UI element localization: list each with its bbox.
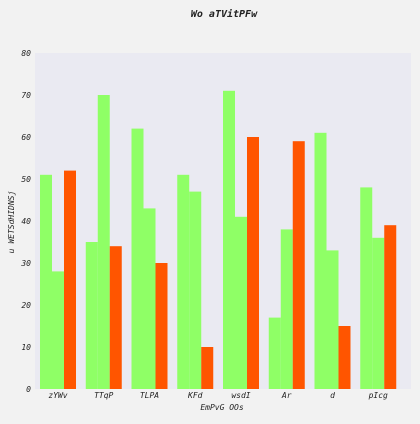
bar bbox=[131, 128, 144, 389]
x-tick-label: Ar bbox=[281, 391, 292, 400]
y-axis-ticks: 0 10 20 30 40 50 60 70 80 bbox=[20, 49, 31, 394]
x-axis-ticks: zYWv TTqP TLPA KFd wsdI Ar d pIcg bbox=[48, 391, 388, 400]
x-tick-label: KFd bbox=[187, 391, 203, 400]
y-tick-label: 10 bbox=[21, 343, 31, 352]
bar bbox=[384, 225, 397, 389]
y-tick-label: 20 bbox=[21, 301, 31, 310]
x-axis-label: EmPvG OOs bbox=[200, 403, 244, 412]
y-tick-label: 60 bbox=[21, 133, 31, 142]
y-tick-label: 0 bbox=[26, 385, 31, 394]
bar bbox=[280, 229, 293, 389]
x-tick-label: TLPA bbox=[140, 391, 159, 400]
bar bbox=[64, 170, 76, 389]
y-tick-label: 50 bbox=[21, 175, 31, 184]
y-tick-label: 40 bbox=[21, 217, 31, 226]
x-tick-label: wsdI bbox=[231, 391, 250, 400]
y-tick-label: 80 bbox=[21, 49, 31, 58]
bar bbox=[97, 95, 110, 389]
bar bbox=[155, 263, 168, 389]
bar bbox=[201, 347, 214, 389]
bar bbox=[247, 137, 259, 389]
bar bbox=[40, 174, 52, 389]
bar bbox=[109, 246, 122, 389]
bar bbox=[338, 326, 351, 389]
x-tick-label: TTqP bbox=[94, 391, 113, 400]
bar-groups bbox=[40, 90, 397, 390]
bar bbox=[326, 250, 339, 389]
bar bbox=[143, 208, 156, 389]
bar bbox=[177, 174, 190, 389]
x-tick-label: pIcg bbox=[368, 391, 388, 400]
bar bbox=[52, 271, 64, 389]
bar bbox=[292, 141, 305, 389]
bar bbox=[372, 237, 385, 389]
bar bbox=[235, 216, 247, 389]
y-tick-label: 30 bbox=[20, 259, 31, 268]
x-tick-label: d bbox=[330, 391, 335, 400]
x-tick-label: zYWv bbox=[48, 391, 67, 400]
bar bbox=[314, 132, 327, 390]
y-axis-label: u WETSdHIDNSj bbox=[7, 191, 16, 254]
bar bbox=[223, 90, 235, 390]
bar bbox=[85, 242, 98, 389]
bar bbox=[189, 191, 202, 389]
bar bbox=[360, 187, 373, 389]
y-tick-label: 70 bbox=[21, 91, 31, 100]
bar bbox=[268, 317, 281, 389]
chart-title: Wo aTVitPFw bbox=[191, 8, 258, 20]
